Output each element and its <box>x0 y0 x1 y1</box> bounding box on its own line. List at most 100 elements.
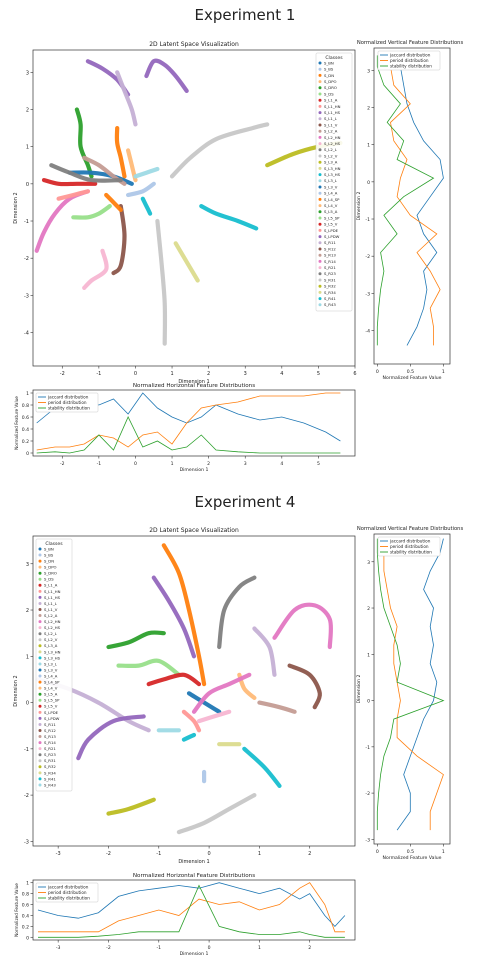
exp4-horizontal-legend-label: stability distribution <box>48 896 90 901</box>
exp1-class-legend-marker <box>318 216 322 220</box>
exp4-scatter-xlabel: Dimension 1 <box>178 859 209 865</box>
exp4-class-legend-label: S_L2_HS <box>44 625 61 630</box>
exp4-vertical-ytick-label: -3 <box>365 837 370 843</box>
exp4-scatter-xtick-label: -2 <box>106 851 111 857</box>
exp4-class-legend-marker <box>38 571 42 575</box>
exp4-vertical-xtick-label: 0 <box>376 849 379 855</box>
exp4-vertical-ytick-label: 1 <box>367 652 370 658</box>
exp4-class-legend-marker <box>38 729 42 732</box>
latent-trajectory-S_L2_L <box>49 163 123 183</box>
latent-trajectory-S_L2_V <box>176 793 257 835</box>
exp4-horizontal-xtick-label: 1 <box>258 945 261 951</box>
exp1-class-legend-label: S_L3_L <box>324 178 338 183</box>
exp1-scatter-xtick-label: 6 <box>353 371 356 377</box>
latent-trajectory-S_L3_HN <box>173 241 200 283</box>
exp1-class-legend-marker <box>318 191 322 195</box>
exp1-class-legend-label: S_L3_HS <box>324 172 341 177</box>
exp1-horizontal-stability-line <box>36 416 341 454</box>
latent-trajectory-S_L2_A <box>257 700 297 714</box>
experiment-1-title: Experiment 1 <box>194 6 296 24</box>
exp1-class-legend-label: S_L2_HS <box>324 141 341 146</box>
exp1-class-legend-label: S_L4_V <box>324 203 338 208</box>
latent-trajectory-S_L3_HS <box>199 204 259 231</box>
exp1-class-legend-label: S_L3_A <box>324 160 338 165</box>
exp1-class-legend-label: S_R43 <box>324 302 336 307</box>
exp4-class-legend-label: S_LPDE <box>44 710 59 715</box>
exp4-class-legend-marker <box>38 589 42 593</box>
exp1-class-legend-marker <box>318 135 322 139</box>
exp4-class-legend-label: S_L1_HN <box>44 589 61 594</box>
latent-trajectory-S_L1_A <box>41 178 98 187</box>
exp4-class-legend-marker <box>38 686 42 690</box>
exp1-class-legend-marker <box>318 111 322 115</box>
exp1-horizontal-xtick-label: 1 <box>171 461 174 467</box>
exp4-class-legend-marker <box>38 771 42 775</box>
exp1-class-legend-label: S_R14 <box>324 259 336 264</box>
exp1-horizontal-xtick-label: 5 <box>317 461 320 467</box>
exp4-class-legend-label: S_BS <box>44 552 54 557</box>
exp1-class-legend-label: S_L1_V <box>324 122 338 127</box>
exp1-vertical-period-line <box>390 55 441 346</box>
exp4-scatter-xtick-label: 1 <box>258 851 261 857</box>
exp4-class-legend-label: S_L1_L <box>44 601 58 606</box>
exp4-horizontal-xlabel: Dimension 1 <box>180 951 209 957</box>
exp4-class-legend-label: S_DS <box>44 577 54 582</box>
exp4-class-legend-marker <box>38 698 42 702</box>
exp1-class-legend-marker <box>318 148 322 152</box>
exp4-vertical-ytick-label: -2 <box>365 791 370 797</box>
exp4-horizontal-legend-box <box>35 882 99 903</box>
exp4-vertical-ytick-label: 3 <box>367 560 370 566</box>
exp4-scatter-ytick-label: -2 <box>24 793 29 799</box>
exp4-scatter-title: 2D Latent Space Visualization <box>149 527 239 534</box>
exp1-class-legend-label: S_R32 <box>324 284 336 289</box>
exp4-horizontal-xtick-label: 0 <box>208 945 211 951</box>
exp1-scatter-title: 2D Latent Space Visualization <box>149 41 239 48</box>
exp1-class-legend-marker <box>318 154 322 158</box>
exp1-vertical-ytick-label: -2 <box>365 254 370 260</box>
exp1-scatter-xtick-label: 3 <box>244 371 247 377</box>
exp4-horizontal-xtick-label: -2 <box>106 945 111 951</box>
exp1-horizontal-ytick-label: 0 <box>26 451 29 457</box>
exp1-class-legend-label: S_L2_V <box>324 153 338 158</box>
exp4-vertical-xlabel: Normalized Feature Value <box>383 855 442 861</box>
exp4-class-legend-label: S_L1_V <box>44 607 58 612</box>
latent-trajectory-S_L1_HN <box>181 709 202 733</box>
exp1-class-legend-label: S_R31 <box>324 277 336 282</box>
exp4-scatter-xtick-label: 2 <box>308 851 311 857</box>
exp4-horizontal-stability-line <box>38 884 345 938</box>
latent-trajectory-S_L1_HS <box>151 575 197 659</box>
latent-trajectory-S_L2_V <box>169 122 270 179</box>
exp4-vertical-xtick-label: 0.5 <box>407 849 414 855</box>
exp4-class-legend-label: S_L3_L <box>44 661 58 666</box>
exp1-class-legend-marker <box>318 142 322 146</box>
exp1-scatter-ytick-label: 0 <box>26 182 29 188</box>
exp4-class-legend-marker <box>38 783 42 787</box>
exp1-class-legend-marker <box>318 197 322 201</box>
exp1-class-legend-label: S_DPO <box>324 79 337 84</box>
exp1-class-legend-label: S_R12 <box>324 246 336 251</box>
exp1-horizontal-xtick-label: 3 <box>244 461 247 467</box>
exp4-horizontal-jaccard-line <box>37 882 346 927</box>
latent-trajectory-S_L3_A <box>106 797 156 816</box>
exp4-class-legend-marker <box>38 753 42 757</box>
exp4-class-legend-label: S_L4_A <box>44 673 58 678</box>
exp4-vertical-jaccard-line <box>396 538 444 831</box>
exp4-scatter-ytick-label: -1 <box>24 747 29 753</box>
latent-trajectory-S_L1_HS <box>144 58 189 93</box>
exp4-class-legend-label: S_L3_HS <box>44 655 61 660</box>
exp1-class-legend-marker <box>318 253 322 257</box>
latent-trajectory-S_DRO <box>74 107 94 179</box>
exp1-horizontal-ytick-label: 0.2 <box>22 439 29 445</box>
exp4-vertical-xtick-label: 1 <box>442 849 445 855</box>
exp1-scatter-ytick-label: 1 <box>26 145 29 151</box>
exp4-vertical-ytick-label: 0 <box>367 699 370 705</box>
exp4-class-legend-label: S_R34 <box>44 770 56 775</box>
exp4-class-legend-label: S_R21 <box>44 746 56 751</box>
exp4-scatter-ylabel: Dimension 2 <box>13 675 19 706</box>
exp1-vertical-frame <box>373 47 451 365</box>
exp4-horizontal-ytick-label: 0.8 <box>22 892 29 898</box>
exp4-vertical-legend-label: period distribution <box>390 544 429 549</box>
exp4-horizontal-ytick-label: 0.6 <box>22 903 29 909</box>
exp1-class-legend-label: S_L1_L <box>324 116 338 121</box>
exp1-class-legend-label: S_L4_A <box>324 191 338 196</box>
